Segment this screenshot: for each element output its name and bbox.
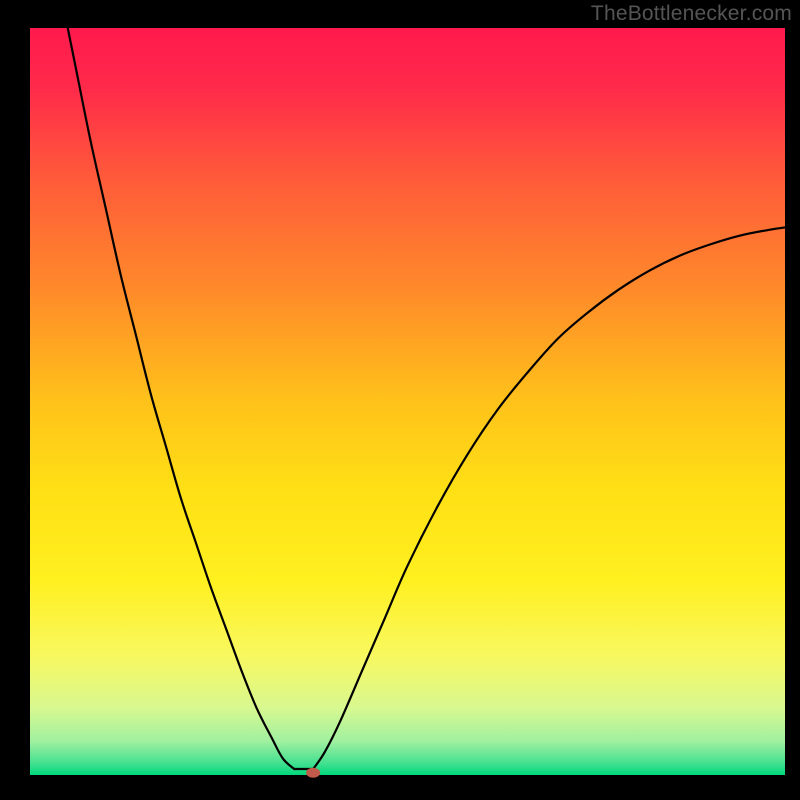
chart-background [30, 28, 785, 775]
watermark-label: TheBottlenecker.com [591, 2, 792, 26]
chart-plot [0, 0, 800, 800]
chart-frame: TheBottlenecker.com [0, 0, 800, 800]
chart-svg [0, 0, 800, 800]
optimal-point-marker [306, 768, 320, 778]
